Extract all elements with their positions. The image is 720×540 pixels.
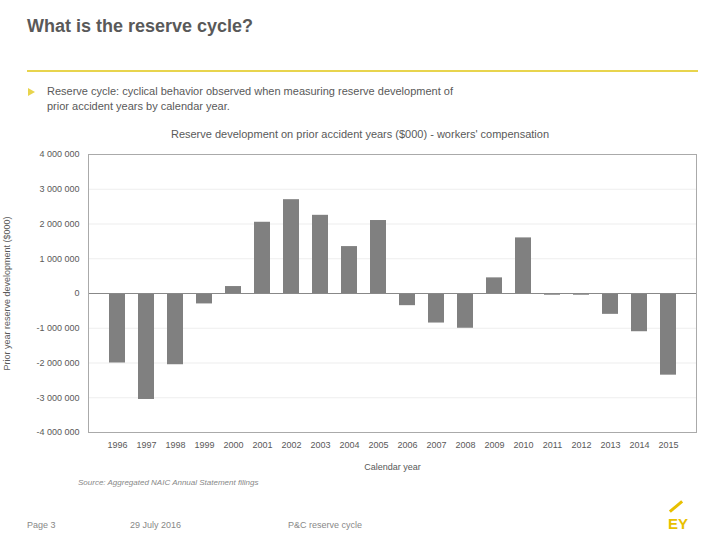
svg-text:2000: 2000	[223, 440, 243, 450]
svg-text:0: 0	[74, 288, 79, 298]
svg-text:1 000 000: 1 000 000	[39, 254, 79, 264]
html-text:Source: Aggregated NAIC Annual: Source: Aggregated NAIC Annual Statement…	[78, 478, 259, 487]
svg-text:2013: 2013	[600, 440, 620, 450]
svg-text:2006: 2006	[397, 440, 417, 450]
html-text:P&C reserve cycle: P&C reserve cycle	[288, 520, 362, 530]
svg-text:3 000 000: 3 000 000	[39, 184, 79, 194]
svg-text:2014: 2014	[629, 440, 649, 450]
svg-text:1999: 1999	[194, 440, 214, 450]
svg-text:-4 000 000: -4 000 000	[36, 427, 79, 437]
html-text:29 July 2016: 29 July 2016	[130, 520, 181, 530]
svg-text:Calendar year: Calendar year	[364, 462, 421, 472]
svg-text:2012: 2012	[571, 440, 591, 450]
svg-text:2003: 2003	[310, 440, 330, 450]
svg-text:2002: 2002	[281, 440, 301, 450]
svg-text:2004: 2004	[339, 440, 359, 450]
svg-text:2001: 2001	[252, 440, 272, 450]
svg-text:2010: 2010	[513, 440, 533, 450]
svg-text:2005: 2005	[368, 440, 388, 450]
html-text:EY: EY	[668, 515, 688, 532]
svg-text:2008: 2008	[455, 440, 475, 450]
svg-text:2011: 2011	[543, 440, 562, 450]
svg-text:Prior year reserve development: Prior year reserve development ($000)	[2, 216, 12, 370]
svg-text:1997: 1997	[136, 440, 156, 450]
svg-text:-3 000 000: -3 000 000	[36, 393, 79, 403]
html-text:Page 3: Page 3	[27, 520, 56, 530]
svg-text:2009: 2009	[484, 440, 504, 450]
html-text:Reserve cycle: cyclical behavi: Reserve cycle: cyclical behavior observe…	[47, 85, 453, 113]
svg-text:-2 000 000: -2 000 000	[36, 358, 79, 368]
svg-text:2007: 2007	[426, 440, 446, 450]
html-text:What is the reserve cycle?: What is the reserve cycle?	[27, 16, 254, 36]
svg-text:2015: 2015	[658, 440, 678, 450]
svg-text:1996: 1996	[107, 440, 127, 450]
svg-text:2 000 000: 2 000 000	[39, 219, 79, 229]
svg-text:-1 000 000: -1 000 000	[36, 323, 79, 333]
svg-text:4 000 000: 4 000 000	[39, 149, 79, 159]
svg-text:1998: 1998	[165, 440, 185, 450]
html-text:Reserve development on prior a: Reserve development on prior accident ye…	[170, 128, 550, 140]
